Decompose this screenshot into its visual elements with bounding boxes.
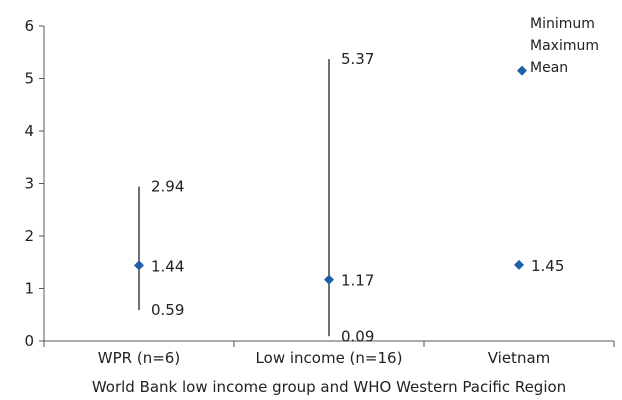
legend-entry: Minimum: [530, 16, 595, 32]
min-data-label: 0.09: [341, 327, 374, 345]
category-label: Low income (n=16): [256, 349, 403, 367]
legend: Minimum Maximum Mean: [517, 16, 599, 76]
mean-marker: [324, 274, 334, 285]
mean-data-label: 1.45: [531, 257, 564, 275]
y-tick-labels: 0 1 2 3 4 5 6: [24, 17, 34, 350]
mean-marker: [134, 260, 144, 271]
x-axis-title: World Bank low income group and WHO West…: [92, 378, 566, 396]
min-data-label: 0.59: [151, 301, 184, 319]
y-tick-label: 6: [24, 17, 34, 35]
y-tick-label: 1: [24, 280, 34, 298]
y-tick-label: 2: [24, 227, 34, 245]
mean-markers: [134, 259, 524, 285]
data-labels: 2.94 0.59 1.44 5.37 0.09 1.17 1.45: [151, 50, 564, 345]
legend-entry: Maximum: [530, 38, 599, 54]
max-data-label: 2.94: [151, 178, 184, 196]
category-label: Vietnam: [488, 349, 551, 367]
max-data-label: 5.37: [341, 50, 374, 68]
axes: [39, 25, 615, 347]
mean-marker: [514, 259, 524, 270]
y-tick-label: 3: [24, 175, 34, 193]
mean-data-label: 1.44: [151, 257, 184, 275]
y-tick-label: 4: [24, 122, 34, 140]
legend-mean-marker: [517, 65, 527, 76]
category-labels: WPR (n=6) Low income (n=16) Vietnam: [98, 349, 550, 367]
range-lines: [138, 59, 330, 337]
mean-data-label: 1.17: [341, 272, 374, 290]
y-tick-label: 0: [24, 332, 34, 350]
category-label: WPR (n=6): [98, 349, 180, 367]
legend-entry: Mean: [530, 60, 568, 76]
y-tick-label: 5: [24, 70, 34, 88]
